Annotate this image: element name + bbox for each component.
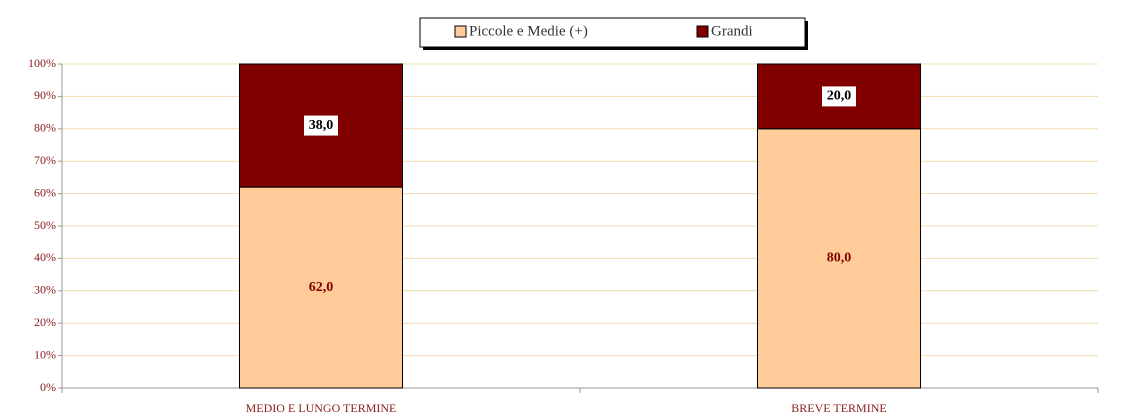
data-label: 20,0 <box>827 89 852 104</box>
legend-box <box>419 17 806 48</box>
y-tick-label: 50% <box>34 218 56 232</box>
data-label: 62,0 <box>309 280 334 295</box>
x-tick-label: BREVE TERMINE <box>791 401 886 415</box>
legend-label: Grandi <box>711 23 753 39</box>
legend-swatch <box>454 25 467 38</box>
y-tick-label: 20% <box>34 315 56 329</box>
y-tick-label: 30% <box>34 283 56 297</box>
y-tick-label: 100% <box>28 56 56 70</box>
y-tick-label: 0% <box>40 380 56 394</box>
data-label-box <box>304 115 338 136</box>
data-label: 38,0 <box>309 118 334 133</box>
y-tick-label: 90% <box>34 88 56 102</box>
y-tick-label: 10% <box>34 347 56 361</box>
legend-swatch <box>696 25 709 38</box>
y-tick-label: 70% <box>34 153 56 167</box>
y-tick-label: 80% <box>34 121 56 135</box>
y-tick-label: 40% <box>34 250 56 264</box>
data-label: 80,0 <box>827 251 852 266</box>
x-tick-label: MEDIO E LUNGO TERMINE <box>246 401 397 415</box>
legend-label: Piccole e Medie (+) <box>469 23 588 39</box>
y-tick-label: 60% <box>34 185 56 199</box>
bar-segment <box>239 186 403 389</box>
data-label-box <box>822 86 856 107</box>
bar-segment <box>757 128 921 389</box>
